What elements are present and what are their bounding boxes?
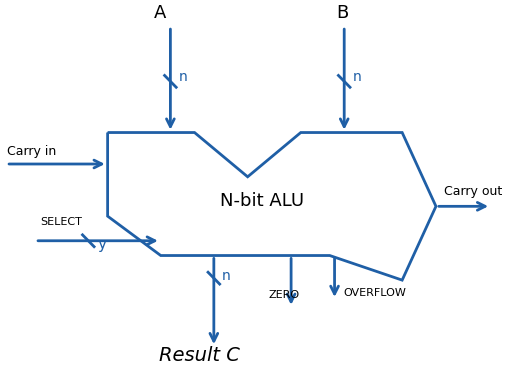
Text: ZERO: ZERO bbox=[269, 290, 300, 300]
Text: Carry out: Carry out bbox=[444, 184, 502, 197]
Text: n: n bbox=[179, 70, 188, 85]
Text: Carry in: Carry in bbox=[7, 145, 57, 158]
Text: OVERFLOW: OVERFLOW bbox=[343, 288, 406, 298]
Text: B: B bbox=[337, 4, 348, 22]
Text: Result C: Result C bbox=[159, 346, 240, 365]
Text: N-bit ALU: N-bit ALU bbox=[220, 192, 304, 211]
Text: A: A bbox=[154, 4, 167, 22]
Text: SELECT: SELECT bbox=[40, 217, 82, 227]
Text: n: n bbox=[353, 70, 362, 85]
Text: y: y bbox=[98, 237, 107, 252]
Text: n: n bbox=[222, 269, 230, 283]
